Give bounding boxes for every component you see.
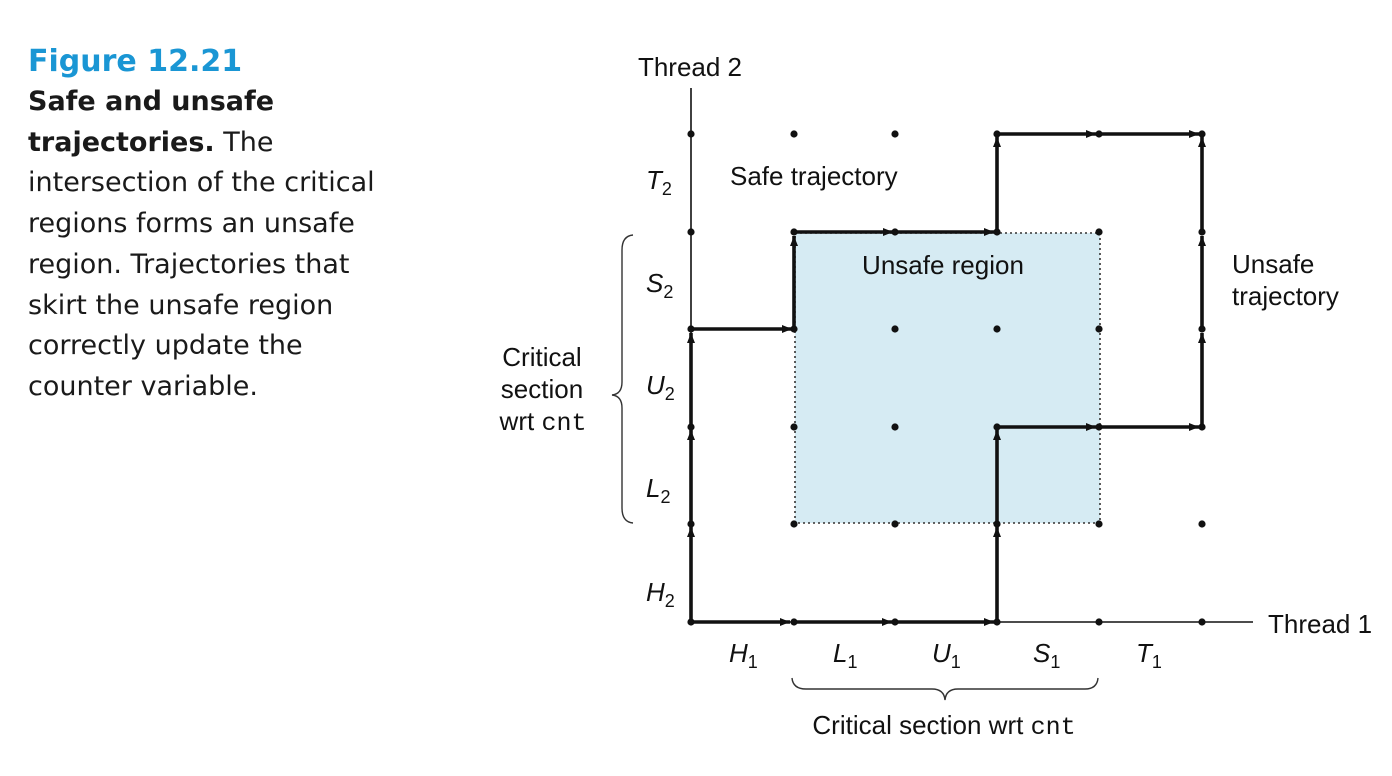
x-seg-l1: L1 bbox=[833, 638, 857, 672]
x-seg-s1: S1 bbox=[1033, 638, 1060, 672]
figure-caption: Figure 12.21 Safe and unsafe trajectorie… bbox=[28, 42, 408, 408]
unsafe-trajectory bbox=[691, 137, 1206, 626]
grid-point bbox=[1095, 618, 1103, 626]
grid-point bbox=[687, 228, 695, 236]
x-critical-label: Critical section wrt cnt bbox=[812, 710, 1075, 742]
y-axis-label: Thread 2 bbox=[638, 52, 742, 82]
safe-trajectory-label: Safe trajectory bbox=[730, 161, 898, 191]
y-seg-h2: H2 bbox=[646, 577, 675, 611]
grid-point bbox=[790, 520, 798, 528]
y-critical-label-line3: wrt cnt bbox=[499, 406, 587, 438]
grid-point bbox=[891, 130, 899, 138]
x-segment-labels: H1 L1 U1 S1 T1 bbox=[729, 638, 1162, 672]
y-seg-l2: L2 bbox=[646, 473, 670, 507]
grid-point bbox=[1095, 228, 1103, 236]
grid-point bbox=[1095, 520, 1103, 528]
x-critical-brace bbox=[791, 677, 1099, 701]
y-seg-t2: T2 bbox=[646, 165, 672, 199]
grid-point bbox=[790, 423, 798, 431]
unsafe-region bbox=[794, 232, 1101, 524]
grid-point bbox=[687, 130, 695, 138]
grid-point bbox=[1095, 325, 1103, 333]
x-axis-label: Thread 1 bbox=[1268, 609, 1372, 639]
caption-title: Safe and unsafe trajectories. bbox=[28, 86, 275, 158]
grid-point bbox=[891, 325, 899, 333]
caption-body: The intersection of the critical regions… bbox=[28, 126, 375, 402]
grid-point bbox=[1198, 618, 1206, 626]
y-critical-label-line2: section bbox=[501, 374, 583, 404]
figure-number: Figure 12.21 bbox=[28, 44, 243, 79]
grid-point bbox=[1198, 130, 1206, 138]
grid-point bbox=[790, 130, 798, 138]
unsafe-region-label: Unsafe region bbox=[862, 250, 1024, 280]
unsafe-trajectory-label-line2: trajectory bbox=[1232, 281, 1339, 311]
caption-text: Safe and unsafe trajectories. The inters… bbox=[28, 82, 408, 408]
x-seg-u1: U1 bbox=[932, 638, 961, 672]
y-seg-s2: S2 bbox=[646, 268, 673, 302]
y-seg-u2: U2 bbox=[646, 370, 675, 404]
x-seg-h1: H1 bbox=[729, 638, 758, 672]
x-seg-t1: T1 bbox=[1136, 638, 1162, 672]
grid-point bbox=[891, 423, 899, 431]
grid-point bbox=[891, 520, 899, 528]
y-critical-label-line1: Critical bbox=[502, 342, 581, 372]
safe-trajectory bbox=[687, 130, 1199, 622]
grid-point bbox=[1198, 520, 1206, 528]
grid-point bbox=[993, 325, 1001, 333]
y-critical-brace bbox=[611, 234, 634, 524]
y-segment-labels: H2 L2 U2 S2 T2 bbox=[646, 165, 675, 611]
unsafe-trajectory-label-line1: Unsafe bbox=[1232, 249, 1314, 279]
